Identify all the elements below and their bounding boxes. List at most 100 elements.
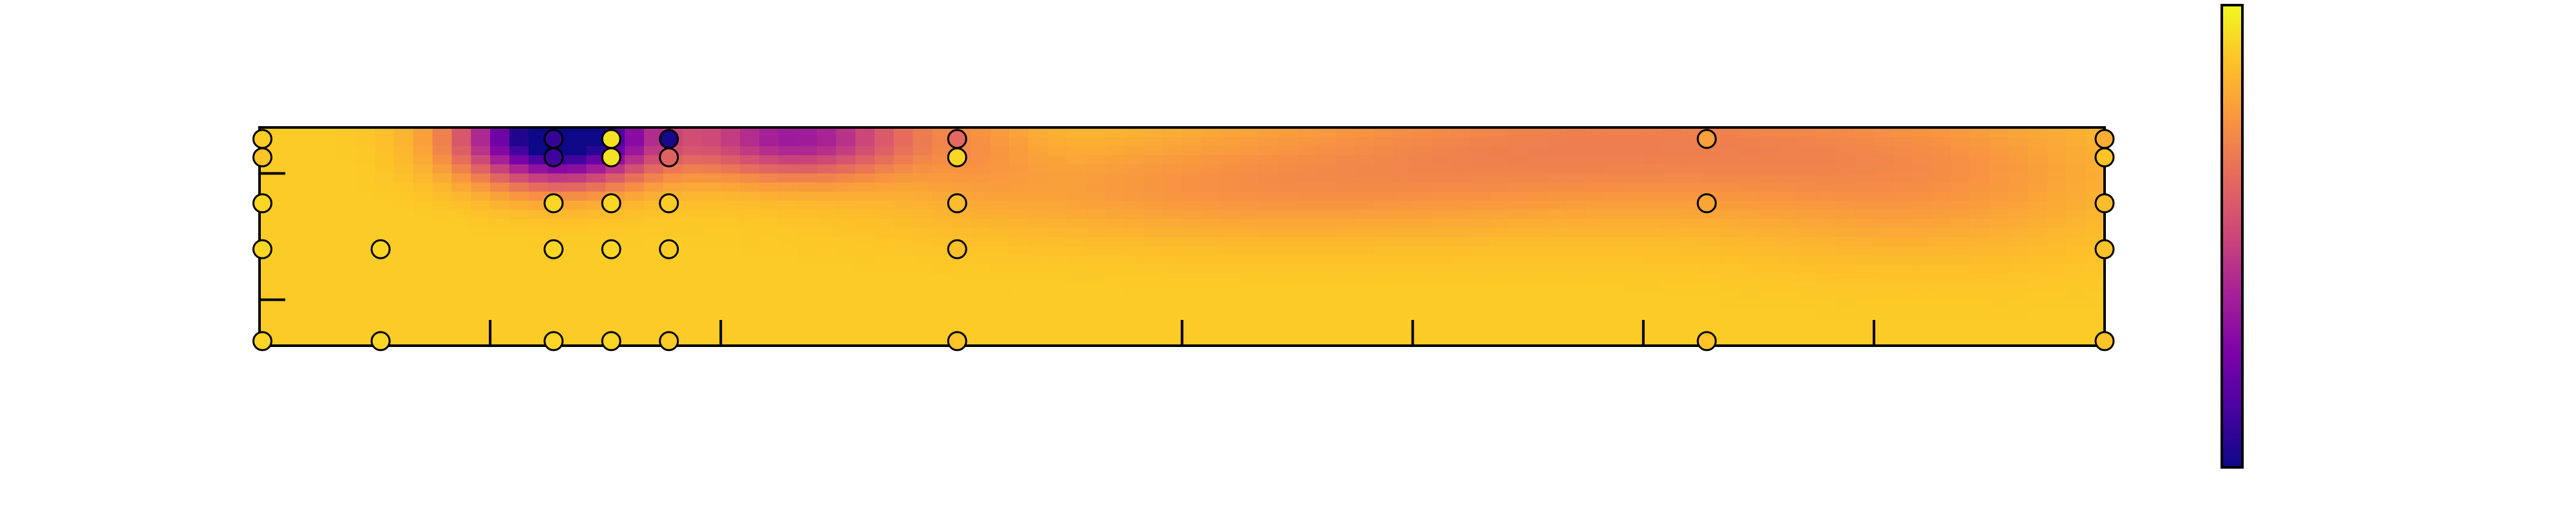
heatmap-cell bbox=[1873, 191, 1894, 201]
heatmap-cell bbox=[1336, 245, 1356, 256]
heatmap-cell bbox=[701, 309, 722, 319]
heatmap-cell bbox=[1912, 263, 1933, 274]
heatmap-cell bbox=[586, 300, 606, 310]
heatmap-cell bbox=[1547, 291, 1567, 301]
heatmap-cell bbox=[1989, 209, 2009, 220]
heatmap-cell bbox=[547, 218, 568, 229]
heatmap-cell bbox=[2008, 164, 2029, 174]
heatmap-cell bbox=[1566, 136, 1587, 147]
heatmap-cell bbox=[1720, 245, 1740, 256]
heatmap-cell bbox=[528, 309, 549, 319]
heatmap-cell bbox=[298, 209, 318, 220]
heatmap-cell bbox=[278, 254, 299, 265]
heatmap-cell bbox=[1681, 154, 1702, 165]
heatmap-cell bbox=[682, 236, 703, 247]
heatmap-cell bbox=[471, 309, 491, 319]
heatmap-cell bbox=[1432, 182, 1452, 192]
heatmap-cell bbox=[1777, 182, 1798, 192]
heatmap-cell bbox=[509, 254, 529, 265]
heatmap-cell bbox=[2047, 209, 2067, 220]
heatmap-cell bbox=[298, 282, 318, 292]
heatmap-cell bbox=[990, 227, 1010, 238]
heatmap-cell bbox=[432, 282, 453, 292]
heatmap-cell bbox=[1278, 291, 1298, 301]
heatmap-cell bbox=[1739, 263, 1759, 274]
heatmap-cell bbox=[1566, 254, 1587, 265]
heatmap-cell bbox=[451, 154, 472, 165]
heatmap-cell bbox=[1240, 282, 1260, 292]
heatmap-cell bbox=[2047, 254, 2067, 265]
sample-marker bbox=[601, 129, 621, 149]
heatmap-cell bbox=[1605, 282, 1625, 292]
heatmap-cell bbox=[1490, 327, 1510, 337]
heatmap-cell bbox=[1970, 145, 1990, 156]
heatmap-cell bbox=[567, 300, 587, 310]
heatmap-cell bbox=[1297, 236, 1318, 247]
heatmap-cell bbox=[1508, 227, 1529, 238]
heatmap-cell bbox=[1086, 209, 1106, 220]
heatmap-cell bbox=[1547, 182, 1567, 192]
heatmap-cell bbox=[1624, 309, 1644, 319]
heatmap-cell bbox=[2008, 236, 2029, 247]
heatmap-cell bbox=[413, 336, 433, 346]
heatmap-cell bbox=[875, 336, 895, 346]
heatmap-cell bbox=[2085, 218, 2105, 229]
heatmap-cell bbox=[1528, 263, 1548, 274]
heatmap-cell bbox=[393, 254, 414, 265]
heatmap-cell bbox=[1758, 227, 1779, 238]
heatmap-cell bbox=[1143, 245, 1164, 256]
heatmap-cell bbox=[1086, 327, 1106, 337]
sample-marker bbox=[601, 193, 621, 214]
heatmap-cell bbox=[298, 236, 318, 247]
heatmap-cell bbox=[721, 318, 741, 328]
heatmap-cell bbox=[682, 273, 703, 283]
heatmap-cell bbox=[1258, 300, 1279, 310]
heatmap-cell bbox=[547, 318, 568, 328]
heatmap-cell bbox=[586, 154, 606, 165]
heatmap-cell bbox=[1970, 227, 1990, 238]
heatmap-cell bbox=[932, 209, 952, 220]
heatmap-cell bbox=[893, 127, 914, 137]
heatmap-cell bbox=[1893, 136, 1913, 147]
heatmap-cell bbox=[625, 136, 645, 147]
heatmap-cell bbox=[1182, 282, 1202, 292]
heatmap-cell bbox=[1470, 336, 1490, 346]
heatmap-cell bbox=[1258, 282, 1279, 292]
heatmap-cell bbox=[1547, 300, 1567, 310]
heatmap-cell bbox=[836, 200, 856, 210]
heatmap-cell bbox=[797, 263, 818, 274]
heatmap-cell bbox=[1066, 218, 1087, 229]
heatmap-cell bbox=[1355, 245, 1375, 256]
heatmap-cell bbox=[451, 127, 472, 137]
heatmap-cell bbox=[509, 336, 529, 346]
heatmap-cell bbox=[1777, 245, 1798, 256]
heatmap-cell bbox=[971, 173, 990, 183]
heatmap-cell bbox=[721, 336, 741, 346]
heatmap-cell bbox=[721, 300, 741, 310]
heatmap-cell bbox=[1451, 282, 1471, 292]
heatmap-cell bbox=[1432, 282, 1452, 292]
heatmap-cell bbox=[836, 209, 856, 220]
heatmap-cell bbox=[1412, 127, 1433, 137]
heatmap-cell bbox=[1912, 254, 1933, 265]
heatmap-cell bbox=[1566, 227, 1587, 238]
heatmap-cell bbox=[1047, 327, 1068, 337]
heatmap-cell bbox=[528, 282, 549, 292]
heatmap-cell bbox=[1278, 245, 1298, 256]
heatmap-cell bbox=[682, 254, 703, 265]
heatmap-cell bbox=[1451, 145, 1471, 156]
heatmap-cell bbox=[451, 145, 472, 156]
heatmap-cell bbox=[2008, 327, 2029, 337]
heatmap-cell bbox=[1105, 127, 1125, 137]
heatmap-cell bbox=[490, 309, 510, 319]
heatmap-cell bbox=[2066, 254, 2086, 265]
heatmap-cell bbox=[1893, 336, 1913, 346]
heatmap-cell bbox=[1143, 236, 1164, 247]
heatmap-cell bbox=[298, 309, 318, 319]
heatmap-cell bbox=[1970, 218, 1990, 229]
heatmap-cell bbox=[1624, 291, 1644, 301]
heatmap-cell bbox=[278, 309, 299, 319]
heatmap-cell bbox=[1547, 209, 1567, 220]
heatmap-cell bbox=[1086, 236, 1106, 247]
heatmap-cell bbox=[1490, 254, 1510, 265]
